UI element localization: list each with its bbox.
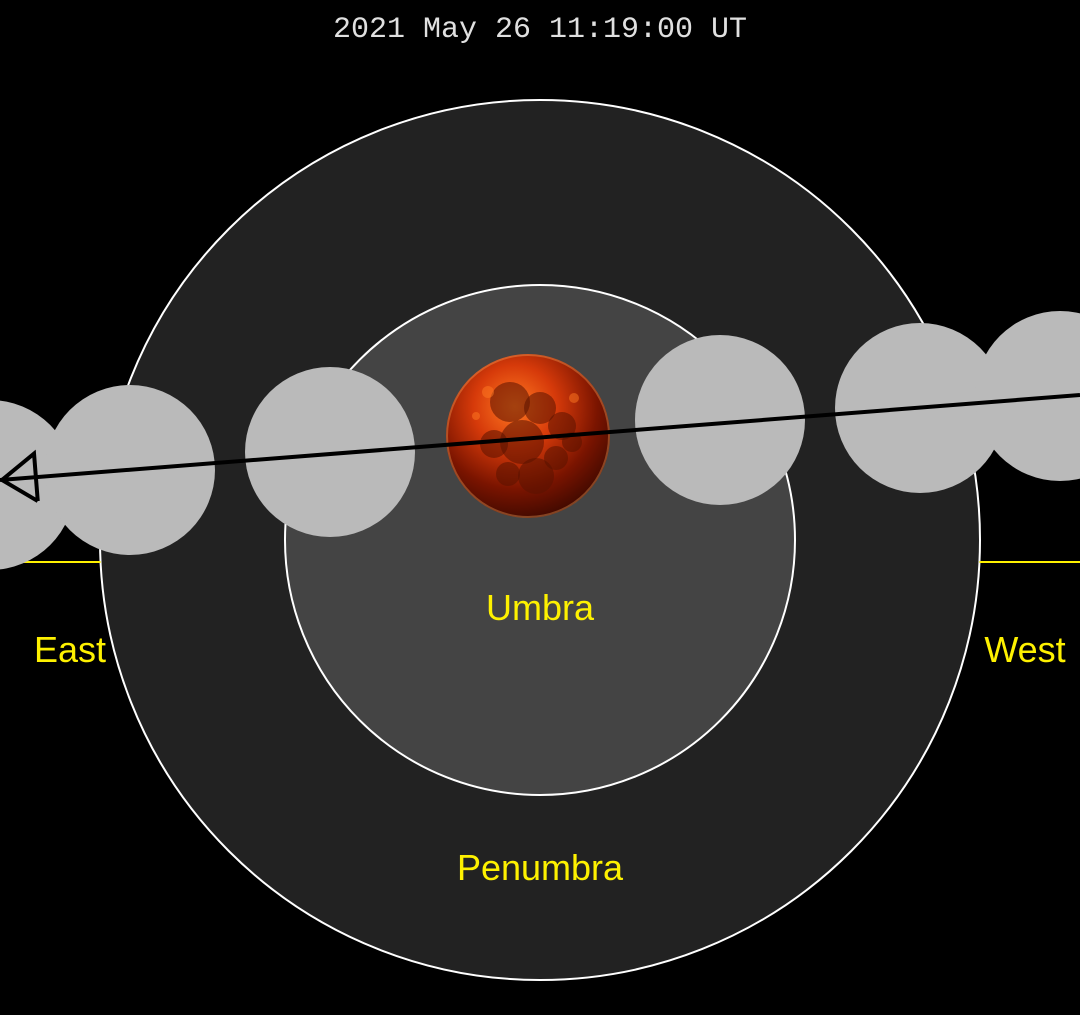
moon-phase-2 — [245, 367, 415, 537]
west-label: West — [984, 629, 1065, 671]
umbra-label: Umbra — [486, 587, 594, 629]
moon-totality — [446, 354, 610, 518]
east-label: East — [34, 629, 106, 671]
title-text: 2021 May 26 11:19:00 UT — [333, 13, 747, 47]
penumbra-label: Penumbra — [457, 847, 623, 889]
eclipse-diagram: 2021 May 26 11:19:00 UT Umbra Penumbra East… — [0, 0, 1080, 1015]
